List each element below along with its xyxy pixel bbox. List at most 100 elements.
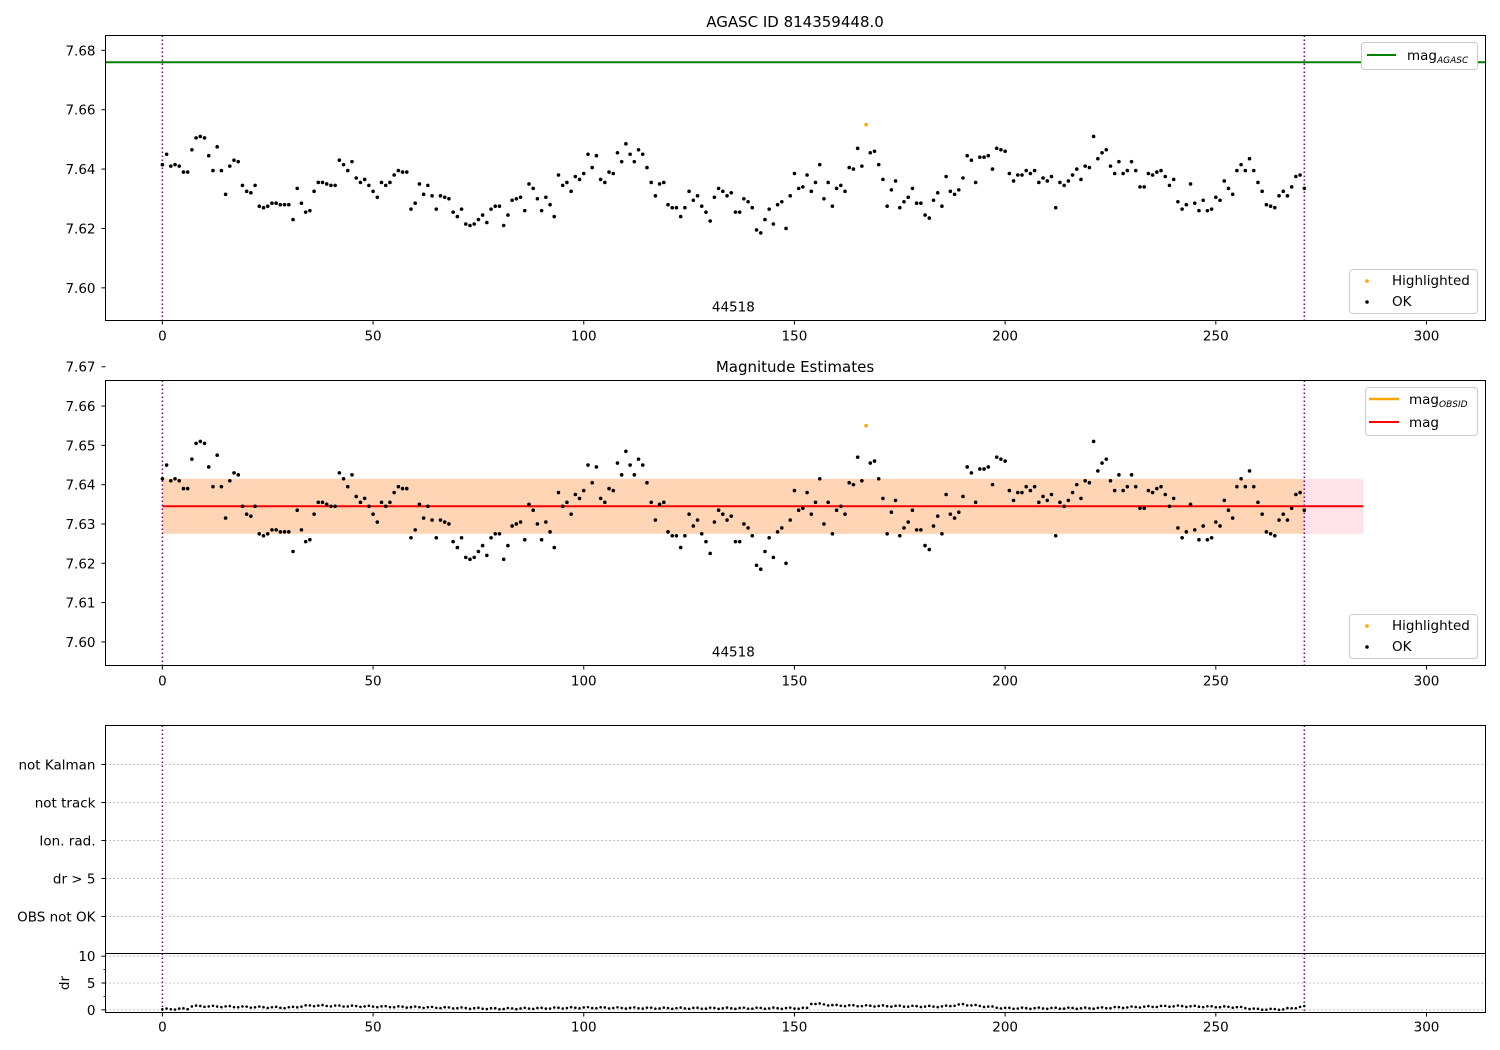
ok-point	[1218, 524, 1222, 528]
dr-point	[902, 1005, 906, 1008]
dr-point	[586, 1005, 590, 1009]
ok-point	[362, 177, 367, 182]
ok-point	[893, 179, 898, 183]
ok-point	[514, 196, 519, 201]
dr-point	[1185, 1005, 1188, 1009]
ok-point	[746, 199, 750, 204]
dr-point	[654, 1007, 657, 1010]
ok-point	[223, 192, 228, 197]
ok-point	[1205, 537, 1210, 542]
dr-point	[477, 1006, 480, 1010]
ok-point	[1032, 168, 1037, 173]
ok-point	[173, 162, 177, 167]
dr-point	[493, 1006, 497, 1010]
ok-point	[1302, 186, 1307, 191]
ok-point	[569, 512, 573, 516]
ok-point	[1091, 439, 1096, 444]
dr-point	[1180, 1004, 1184, 1008]
dr-point	[1075, 1007, 1079, 1011]
ok-point	[291, 217, 295, 222]
ok-point	[518, 520, 523, 524]
ok-point	[695, 518, 700, 522]
ok-point	[1032, 484, 1037, 489]
dr-point	[173, 1008, 177, 1011]
ok-point	[552, 545, 557, 550]
dr-point	[725, 1006, 729, 1009]
dr-point	[329, 1005, 333, 1008]
ok-point	[868, 461, 873, 465]
dr-point	[1298, 1005, 1302, 1009]
ok-point	[982, 155, 986, 160]
panel-flags: OBS not OK dr > 5 Ion. rad. not track not Ka…	[17, 725, 1486, 954]
dr-point	[270, 1005, 274, 1009]
dr-point	[338, 1004, 341, 1007]
ok-point	[1129, 159, 1134, 164]
ok-point	[539, 537, 544, 542]
panel-dr: 0 5 10 0 50 100 150 200 250 300 dr	[57, 949, 1486, 1036]
dr-point	[1008, 1006, 1011, 1010]
ok-point	[1239, 476, 1243, 481]
ok-point	[1281, 512, 1286, 516]
dr-point	[1244, 1006, 1247, 1010]
ok-point	[185, 486, 190, 491]
dr-point	[957, 1003, 961, 1006]
ok-point	[1298, 173, 1302, 177]
dr-point	[220, 1005, 223, 1009]
ok-point	[573, 174, 578, 179]
dr-point	[1092, 1007, 1095, 1011]
ok-point	[704, 539, 708, 544]
ok-point	[632, 473, 637, 477]
ok-point	[556, 490, 561, 495]
ok-point	[1171, 496, 1176, 501]
dr-point	[700, 1007, 704, 1010]
ok-point	[771, 222, 776, 226]
ok-point	[198, 134, 203, 139]
flag-category-label: dr > 5	[53, 872, 96, 888]
dr-point	[430, 1005, 434, 1009]
dr-point	[679, 1006, 682, 1009]
legend-label-ok: OK	[1392, 639, 1413, 655]
ok-point	[485, 220, 489, 225]
ok-point	[969, 158, 974, 162]
panel-magnitude-legend-upper: magOBSID mag	[1365, 387, 1478, 436]
ok-point	[624, 449, 628, 454]
ok-point	[843, 189, 847, 194]
ok-point	[1142, 185, 1146, 189]
ok-point	[666, 202, 670, 207]
dr-point	[873, 1005, 876, 1008]
dr-point	[751, 1007, 754, 1010]
ok-point	[1150, 490, 1155, 495]
ok-point	[1142, 506, 1146, 511]
dr-point	[544, 1007, 548, 1010]
ok-point	[956, 510, 961, 514]
dr-point	[877, 1004, 881, 1008]
ok-point	[603, 180, 607, 185]
ok-point	[198, 439, 203, 444]
dr-point	[953, 1004, 956, 1008]
x-tick-label: 50	[364, 329, 381, 345]
panel-agasc-obsid-label: 44518	[712, 300, 755, 316]
dr-point	[628, 1006, 632, 1010]
dr-point	[392, 1005, 396, 1009]
ok-point	[645, 165, 649, 170]
ok-point	[1053, 533, 1058, 538]
ok-point	[350, 473, 354, 477]
ok-point	[847, 165, 852, 170]
dr-point	[1071, 1006, 1074, 1010]
dr-point	[375, 1005, 379, 1009]
ok-point	[607, 486, 611, 491]
dr-point	[548, 1007, 552, 1010]
ok-point	[923, 543, 927, 548]
ok-point	[817, 476, 822, 481]
dr-point	[1256, 1007, 1260, 1011]
ok-point	[817, 162, 822, 167]
ok-point	[801, 185, 805, 189]
legend-label-mag: mag	[1409, 415, 1439, 431]
ok-point	[851, 482, 856, 487]
ok-point	[919, 201, 923, 206]
ok-point	[1176, 526, 1180, 530]
ok-point	[1163, 174, 1168, 179]
ok-point	[645, 480, 649, 485]
ok-point	[767, 207, 771, 211]
ok-point	[548, 530, 552, 534]
